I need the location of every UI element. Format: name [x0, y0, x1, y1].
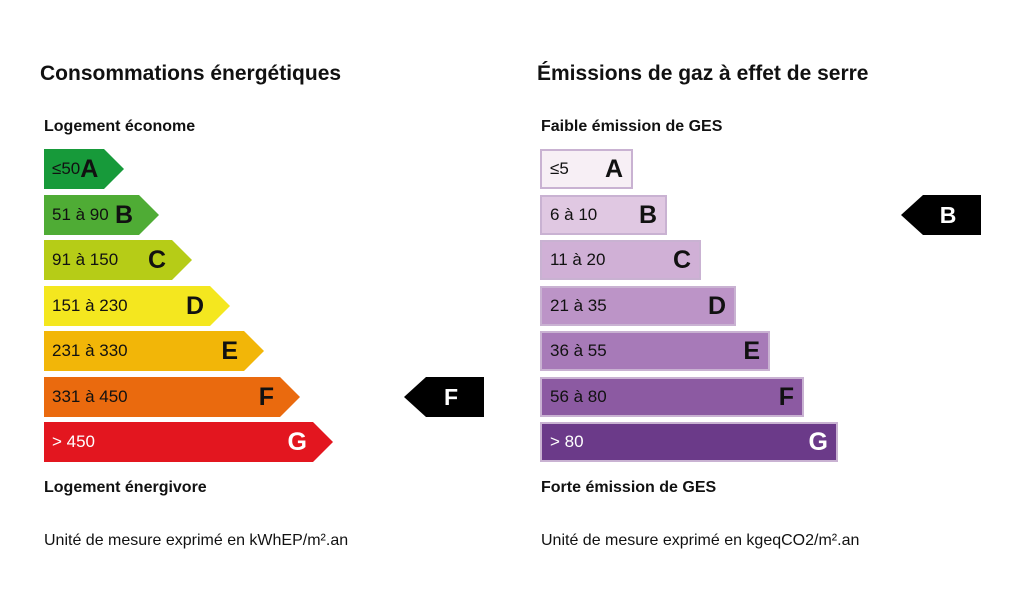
energy-letter-a: A [80, 154, 99, 183]
ges-top-label: Faible émission de GES [541, 118, 723, 135]
ges-letter-a: A [604, 154, 623, 183]
ges-bar-f: 56 à 80 F [540, 377, 804, 417]
energy-bar-e: 231 à 330 E [44, 331, 264, 371]
energy-panel: Consommations énergétiques Logement écon… [40, 62, 484, 549]
energy-letter-d: D [185, 291, 204, 320]
energy-range-c: 91 à 150 [52, 250, 119, 269]
energy-bar-a: ≤50 A [44, 149, 124, 189]
ges-letter-e: E [743, 336, 760, 365]
energy-letter-c: C [147, 245, 166, 274]
energy-bar-c: 91 à 150 C [44, 240, 192, 280]
energy-bottom-label: Logement énergivore [44, 479, 207, 496]
ges-title: Émissions de gaz à effet de serre [537, 62, 869, 85]
ges-bar-b: 6 à 10 B [540, 195, 667, 235]
ges-unit-note: Unité de mesure exprimé en kgeqCO2/m².an [541, 532, 860, 549]
ges-letter-f: F [778, 382, 794, 411]
ges-letter-d: D [707, 291, 726, 320]
energy-range-a: ≤50 [52, 159, 81, 178]
energy-bar-d: 151 à 230 D [44, 286, 230, 326]
ges-indicator-arrow: B [901, 195, 981, 235]
ges-bottom-label: Forte émission de GES [541, 479, 717, 496]
energy-range-b: 51 à 90 [52, 205, 109, 224]
ges-letter-g: G [808, 427, 828, 456]
energy-top-label: Logement économe [44, 118, 196, 135]
ges-range-e: 36 à 55 [550, 341, 607, 360]
ges-range-b: 6 à 10 [550, 205, 598, 224]
ges-bar-e: 36 à 55 E [540, 331, 770, 371]
energy-range-f: 331 à 450 [52, 387, 128, 406]
ges-panel: Émissions de gaz à effet de serre Faible… [512, 0, 1024, 591]
ges-range-d: 21 à 35 [550, 296, 607, 315]
ges-range-a: ≤5 [550, 159, 569, 178]
energy-unit-note: Unité de mesure exprimé en kWhEP/m².an [44, 532, 349, 549]
ges-range-g: > 80 [550, 432, 584, 451]
energy-range-e: 231 à 330 [52, 341, 128, 360]
ges-range-f: 56 à 80 [550, 387, 607, 406]
energy-letter-f: F [258, 382, 274, 411]
energy-letter-g: G [287, 427, 307, 456]
energy-range-d: 151 à 230 [52, 296, 128, 315]
ges-range-c: 11 à 20 [550, 250, 606, 269]
energy-bar-b: 51 à 90 B [44, 195, 159, 235]
ges-bar-a: ≤5 A [540, 149, 633, 189]
ges-bar-d: 21 à 35 D [540, 286, 736, 326]
energy-bar-f: 331 à 450 F [44, 377, 300, 417]
ges-letter-b: B [638, 200, 657, 229]
energy-indicator-arrow: F [404, 377, 484, 417]
ges-letter-c: C [672, 245, 691, 274]
energy-title: Consommations énergétiques [40, 62, 342, 85]
energy-letter-b: B [114, 200, 133, 229]
energy-bar-g: > 450 G [44, 422, 333, 462]
energy-letter-e: E [221, 336, 238, 365]
ges-bar-g: > 80 G [540, 422, 838, 462]
ges-bar-c: 11 à 20 C [540, 240, 701, 280]
energy-range-g: > 450 [52, 432, 96, 451]
